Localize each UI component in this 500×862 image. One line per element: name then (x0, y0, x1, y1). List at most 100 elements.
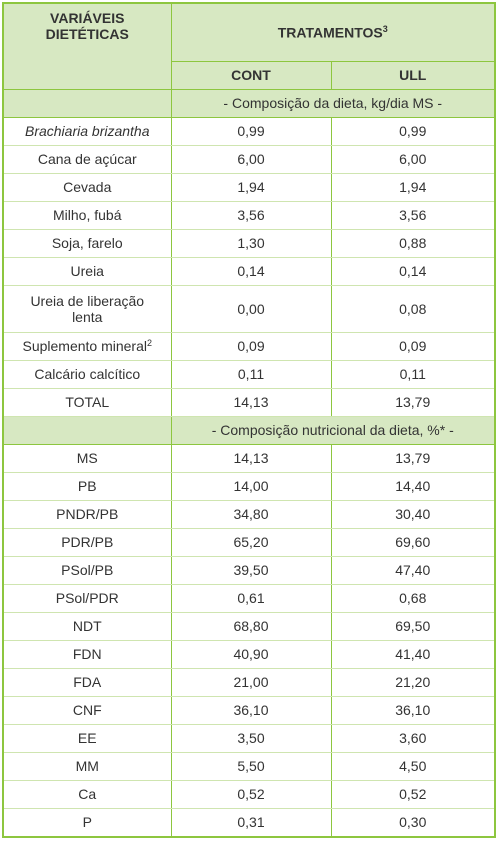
row-label-cell: FDA (2, 667, 172, 697)
value-cell: 0,30 (330, 807, 496, 837)
data-row: PSol/PDR 0,61 0,68 (2, 583, 496, 613)
data-row: Suplemento mineral2 0,09 0,09 (2, 331, 496, 361)
row-label: MS (76, 450, 98, 466)
value-cell: 1,94 (330, 172, 496, 202)
row-label-cell: Ureia de liberação lenta (2, 284, 172, 333)
row-label-cell: PSol/PDR (2, 583, 172, 613)
treatments-header: TRATAMENTOS3 (170, 2, 496, 62)
row-label-cell: Cana de açúcar (2, 144, 172, 174)
value-cell: 41,40 (330, 639, 496, 669)
row-label-cell: P (2, 807, 172, 837)
row-label: Ca (78, 786, 97, 802)
data-row: PSol/PB 39,50 47,40 (2, 555, 496, 585)
data-row: FDA 21,00 21,20 (2, 667, 496, 697)
row-label: EE (77, 730, 97, 746)
data-row: CNF 36,10 36,10 (2, 695, 496, 725)
row-label-cell: FDN (2, 639, 172, 669)
value-cell: 39,50 (170, 555, 332, 585)
value-cell: 1,94 (170, 172, 332, 202)
data-row: PNDR/PB 34,80 30,40 (2, 499, 496, 529)
data-row: Cevada 1,94 1,94 (2, 172, 496, 202)
row-label-cell: Ureia (2, 256, 172, 286)
value-cell: 0,99 (330, 116, 496, 146)
value-cell: 30,40 (330, 499, 496, 529)
section-row: - Composição nutricional da dieta, %* - (2, 415, 496, 445)
data-table: VARIÁVEIS DIETÉTICAS TRATAMENTOS3 CONT U… (2, 2, 496, 838)
row-label-cell: Milho, fubá (2, 200, 172, 230)
value-cell: 36,10 (170, 695, 332, 725)
row-label: Ureia (70, 263, 104, 279)
row-label: PB (77, 478, 97, 494)
data-row: FDN 40,90 41,40 (2, 639, 496, 669)
data-row: Ureia 0,14 0,14 (2, 256, 496, 286)
section-title: - Composição nutricional da dieta, %* - (170, 415, 496, 445)
value-cell: 3,50 (170, 723, 332, 753)
variables-text: VARIÁVEIS DIETÉTICAS (45, 10, 129, 42)
value-cell: 3,56 (170, 200, 332, 230)
row-label: P (82, 814, 92, 830)
data-row: EE 3,50 3,60 (2, 723, 496, 753)
data-row: Ca 0,52 0,52 (2, 779, 496, 809)
section-blank (2, 415, 172, 445)
value-cell: 69,50 (330, 611, 496, 641)
row-label-cell: Soja, farelo (2, 228, 172, 258)
row-label-cell: CNF (2, 695, 172, 725)
row-label: Ureia de liberação lenta (30, 292, 145, 325)
section-title: - Composição da dieta, kg/dia MS - (170, 88, 496, 118)
value-cell: 5,50 (170, 751, 332, 781)
value-cell: 0,52 (330, 779, 496, 809)
value-cell: 36,10 (330, 695, 496, 725)
treatments-note: 3 (382, 23, 388, 34)
data-row: PB 14,00 14,40 (2, 471, 496, 501)
row-label: Calcário calcítico (34, 366, 141, 382)
section-row: - Composição da dieta, kg/dia MS - (2, 88, 496, 118)
row-label: PNDR/PB (56, 506, 119, 522)
row-label-cell: Calcário calcítico (2, 359, 172, 389)
value-cell: 0,09 (170, 331, 332, 361)
data-row: Cana de açúcar 6,00 6,00 (2, 144, 496, 174)
value-cell: 40,90 (170, 639, 332, 669)
row-label: Cevada (63, 179, 112, 195)
row-label: TOTAL (65, 394, 110, 410)
column-header: ULL (330, 60, 496, 90)
data-row: TOTAL 14,13 13,79 (2, 387, 496, 417)
data-row: Soja, farelo 1,30 0,88 (2, 228, 496, 258)
row-label-cell: MS (2, 443, 172, 473)
row-note: 2 (147, 337, 153, 348)
row-label: MM (75, 758, 99, 774)
data-row: MM 5,50 4,50 (2, 751, 496, 781)
row-label-cell: PB (2, 471, 172, 501)
row-label: Soja, farelo (51, 235, 123, 251)
value-cell: 13,79 (330, 443, 496, 473)
row-label-cell: Cevada (2, 172, 172, 202)
row-label-cell: NDT (2, 611, 172, 641)
value-cell: 0,11 (170, 359, 332, 389)
value-cell: 65,20 (170, 527, 332, 557)
treatments-text: TRATAMENTOS (277, 24, 383, 41)
row-label: PDR/PB (61, 534, 114, 550)
value-cell: 14,40 (330, 471, 496, 501)
row-label: NDT (72, 618, 102, 634)
value-cell: 0,68 (330, 583, 496, 613)
value-cell: 68,80 (170, 611, 332, 641)
value-cell: 0,09 (330, 331, 496, 361)
data-row: Ureia de liberação lenta 0,00 0,08 (2, 284, 496, 333)
variables-header: VARIÁVEIS DIETÉTICAS (2, 2, 172, 90)
value-cell: 4,50 (330, 751, 496, 781)
row-label-cell: TOTAL (2, 387, 172, 417)
row-label-cell: EE (2, 723, 172, 753)
row-label: CNF (72, 702, 102, 718)
value-cell: 3,60 (330, 723, 496, 753)
value-cell: 0,31 (170, 807, 332, 837)
value-cell: 69,60 (330, 527, 496, 557)
value-cell: 6,00 (170, 144, 332, 174)
value-cell: 0,52 (170, 779, 332, 809)
data-row: Brachiaria brizantha 0,99 0,99 (2, 116, 496, 146)
row-label-cell: Brachiaria brizantha (2, 116, 172, 146)
row-label-cell: PDR/PB (2, 527, 172, 557)
data-row: P 0,31 0,30 (2, 807, 496, 837)
value-cell: 34,80 (170, 499, 332, 529)
row-label: Suplemento mineral (22, 338, 147, 355)
value-cell: 21,00 (170, 667, 332, 697)
